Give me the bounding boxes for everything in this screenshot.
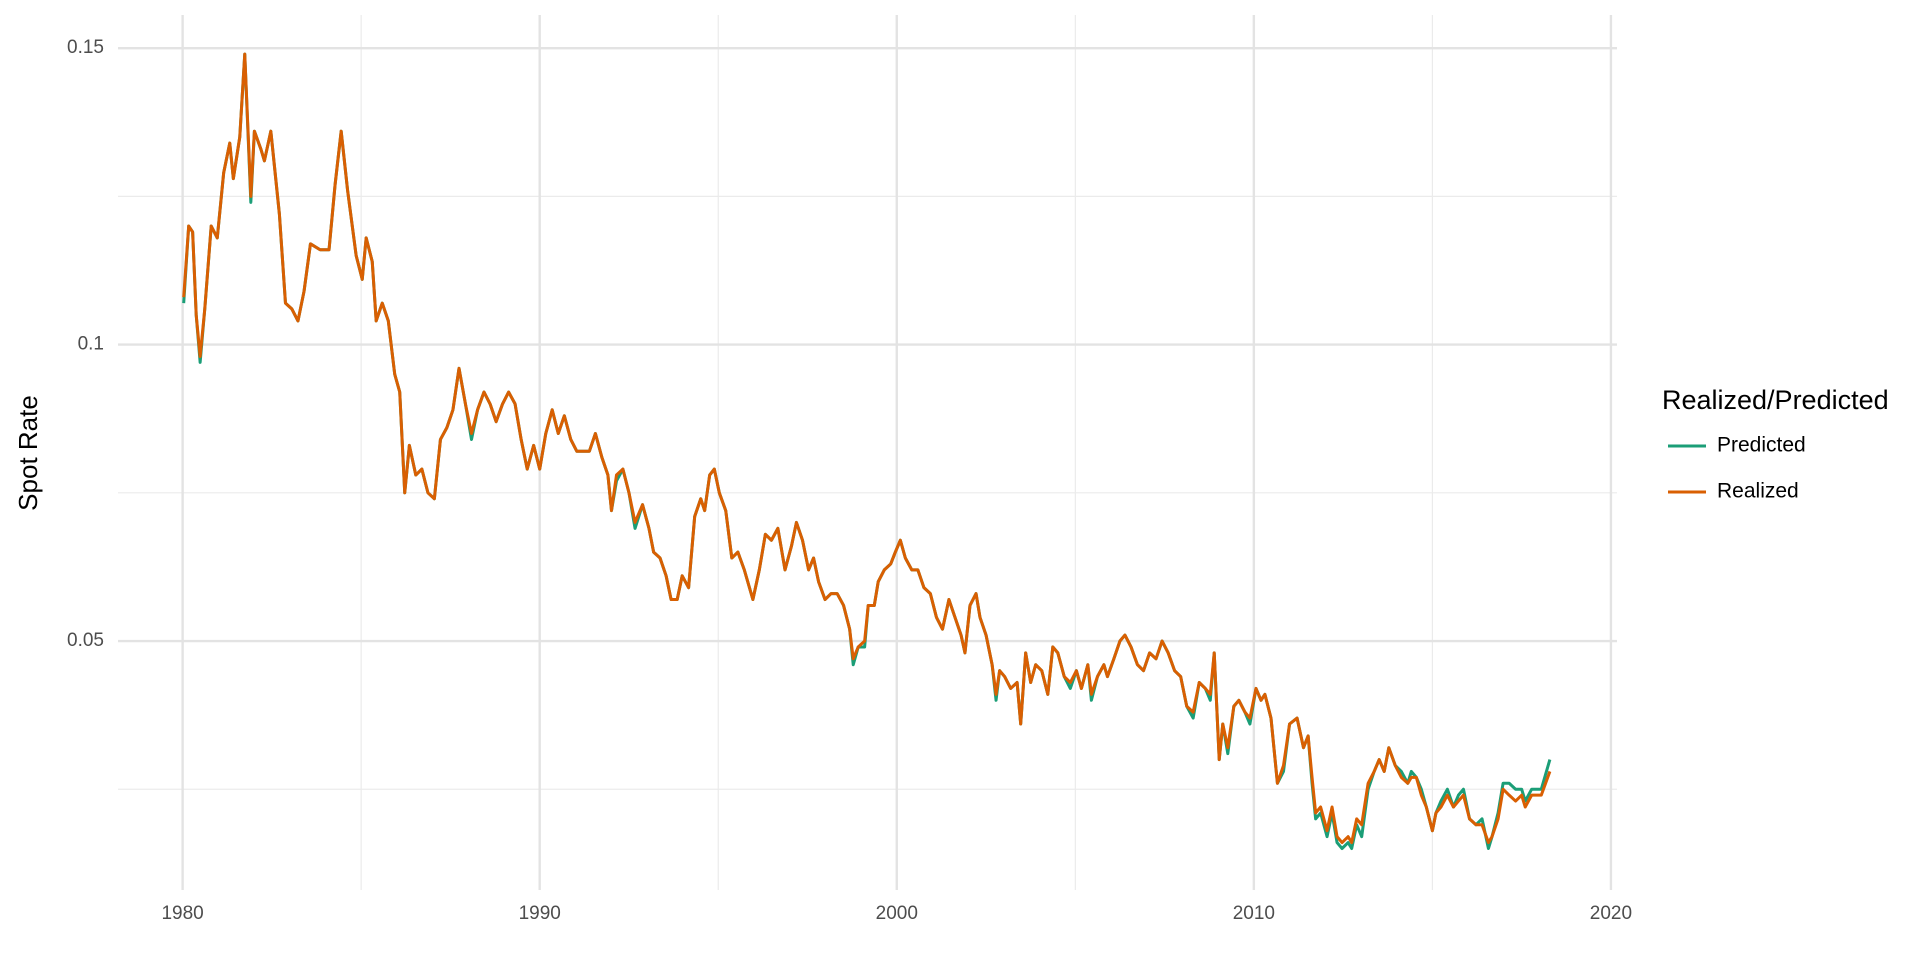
x-tick-label: 2020 [1590, 903, 1632, 924]
legend-label: Predicted [1717, 434, 1806, 457]
y-axis-title: Spot Rate [13, 395, 43, 511]
y-tick-label: 0.1 [78, 334, 104, 355]
x-tick-label: 1990 [519, 903, 561, 924]
y-tick-label: 0.15 [67, 37, 104, 58]
x-tick-label: 1980 [161, 903, 203, 924]
series-line [182, 52, 1552, 850]
y-tick-label: 0.05 [67, 630, 104, 651]
legend-title: Realized/Predicted [1662, 385, 1889, 415]
legend-label: Realized [1717, 480, 1799, 503]
series-line [182, 52, 1552, 845]
x-tick-label: 2010 [1233, 903, 1275, 924]
x-tick-label: 2000 [876, 903, 918, 924]
